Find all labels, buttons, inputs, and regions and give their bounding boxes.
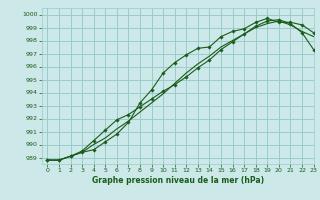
X-axis label: Graphe pression niveau de la mer (hPa): Graphe pression niveau de la mer (hPa) bbox=[92, 176, 264, 185]
